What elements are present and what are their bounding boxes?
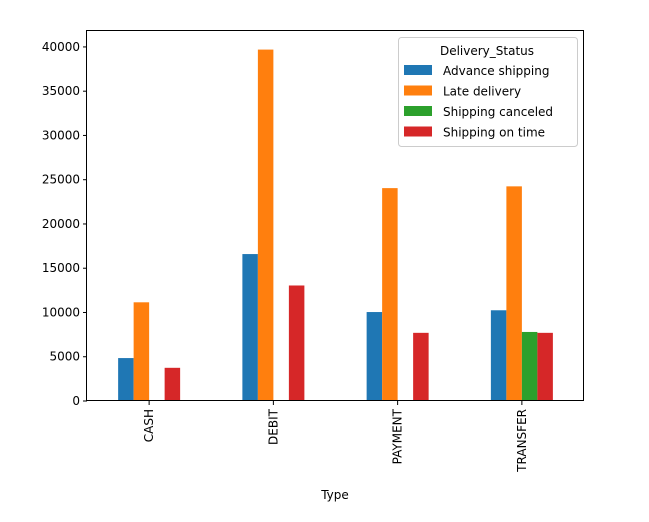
bar	[242, 254, 258, 401]
legend-title: Delivery_Status	[440, 44, 534, 58]
bar	[490, 310, 507, 401]
legend-items: Advance shipping Late delivery Shipping ca…	[404, 64, 553, 140]
bar	[288, 285, 305, 401]
legend-label: Shipping on time	[443, 126, 545, 140]
y-tick-label: 25000	[42, 173, 80, 187]
legend-swatch	[404, 106, 432, 116]
legend-swatch	[404, 126, 432, 137]
x-tick-label: PAYMENT	[391, 408, 405, 464]
legend-label: Late delivery	[443, 85, 521, 99]
legend-swatch	[404, 85, 432, 96]
y-tick-label: 30000	[42, 128, 80, 142]
y-tick-label: 10000	[42, 305, 80, 319]
bar	[257, 49, 274, 402]
legend-swatch	[404, 65, 432, 75]
bar	[366, 312, 383, 401]
legend-label: Shipping canceled	[443, 105, 553, 119]
x-axis: CASH DEBIT PAYMENT TRANSFER	[142, 401, 529, 473]
legend-label: Advance shipping	[443, 64, 549, 78]
y-tick-label: 5000	[49, 350, 80, 364]
y-tick-label: 35000	[42, 84, 80, 98]
bar	[118, 358, 134, 401]
legend: Delivery_Status Advance shipping Late del…	[398, 37, 578, 147]
bar	[537, 332, 553, 401]
y-axis: 0 5000 10000 15000 20000 25000 30000 35000 40000	[42, 40, 87, 408]
bar	[521, 331, 538, 401]
y-tick-label: 15000	[42, 261, 80, 275]
bar	[506, 186, 522, 401]
bar	[413, 332, 429, 401]
bar	[382, 188, 398, 401]
bar	[133, 302, 150, 401]
y-tick-label: 40000	[42, 40, 80, 54]
legend-frame	[398, 37, 578, 147]
y-tick-label: 20000	[42, 217, 80, 231]
x-tick-label: TRANSFER	[515, 409, 529, 473]
x-axis-label: Type	[320, 488, 349, 502]
bars-layer	[118, 49, 553, 402]
plot-frame	[86, 30, 584, 401]
y-tick-label: 0	[72, 394, 80, 408]
bar	[164, 367, 181, 401]
x-tick-label: DEBIT	[266, 408, 280, 445]
x-tick-label: CASH	[142, 409, 156, 442]
